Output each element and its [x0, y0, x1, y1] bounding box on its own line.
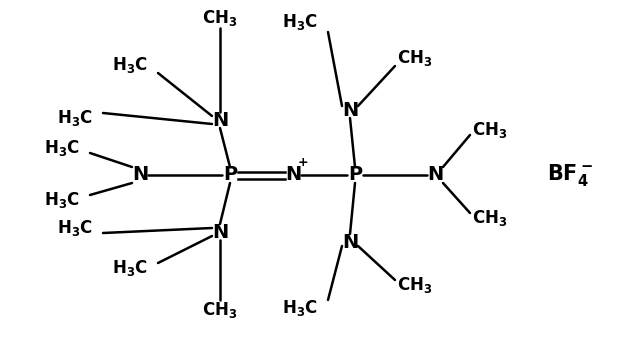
Text: P: P — [348, 166, 362, 185]
Text: $\mathdefault{CH_3}$: $\mathdefault{CH_3}$ — [472, 120, 508, 140]
Text: $\mathdefault{H_3C}$: $\mathdefault{H_3C}$ — [282, 298, 318, 318]
Text: N: N — [132, 166, 148, 185]
Text: N: N — [342, 232, 358, 252]
Text: N: N — [212, 111, 228, 130]
Text: $\mathdefault{CH_3}$: $\mathdefault{CH_3}$ — [202, 8, 237, 28]
Text: N: N — [342, 100, 358, 119]
Text: $\mathdefault{CH_3}$: $\mathdefault{CH_3}$ — [397, 275, 433, 295]
Text: $\mathdefault{CH_3}$: $\mathdefault{CH_3}$ — [397, 48, 433, 68]
Text: $\mathdefault{H_3C}$: $\mathdefault{H_3C}$ — [44, 138, 80, 158]
Text: $\mathdefault{H_3C}$: $\mathdefault{H_3C}$ — [57, 108, 93, 128]
Text: N: N — [427, 166, 443, 185]
Text: N: N — [212, 223, 228, 241]
Text: $\mathdefault{H_3C}$: $\mathdefault{H_3C}$ — [112, 258, 148, 278]
Text: $\mathdefault{H_3C}$: $\mathdefault{H_3C}$ — [57, 218, 93, 238]
Text: $\mathdefault{H_3C}$: $\mathdefault{H_3C}$ — [282, 12, 318, 32]
Text: $\mathdefault{CH_3}$: $\mathdefault{CH_3}$ — [202, 300, 237, 320]
Text: N: N — [285, 166, 301, 185]
Text: +: + — [298, 157, 308, 170]
Text: $\mathdefault{H_3C}$: $\mathdefault{H_3C}$ — [44, 190, 80, 210]
Text: $\mathdefault{H_3C}$: $\mathdefault{H_3C}$ — [112, 55, 148, 75]
Text: P: P — [223, 166, 237, 185]
Text: $\mathdefault{BF_4^-}$: $\mathdefault{BF_4^-}$ — [547, 162, 593, 188]
Text: $\mathdefault{CH_3}$: $\mathdefault{CH_3}$ — [472, 208, 508, 228]
